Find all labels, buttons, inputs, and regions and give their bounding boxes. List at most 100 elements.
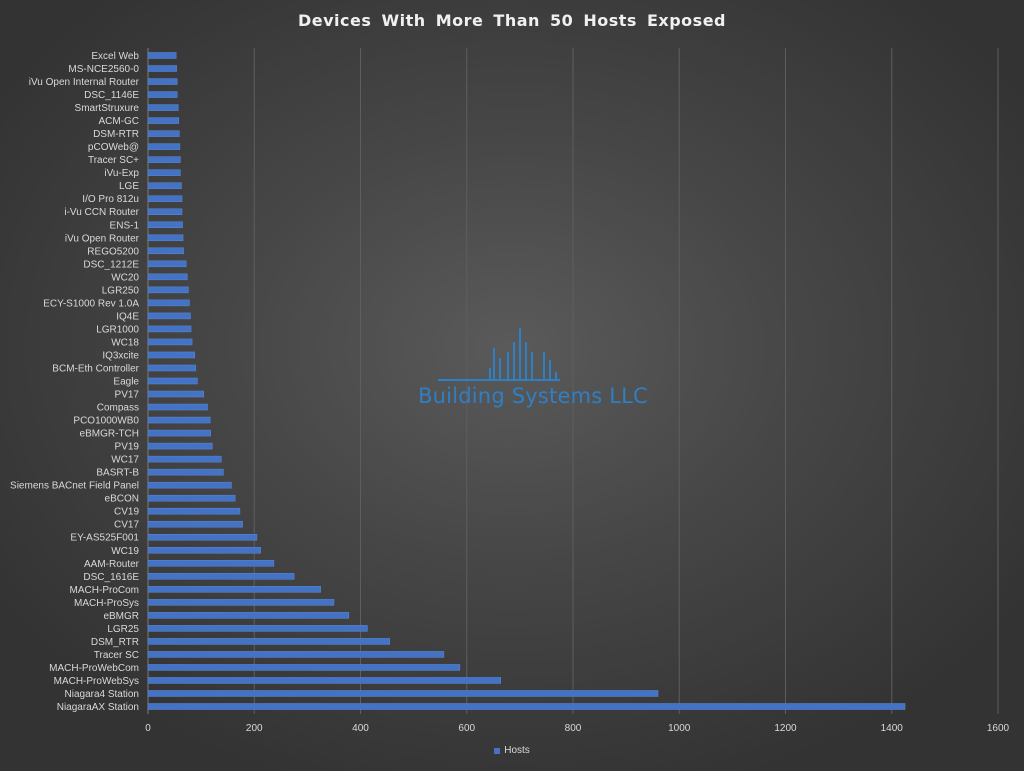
category-label: WC19 (111, 546, 139, 557)
category-label: BCM-Eth Controller (52, 363, 139, 374)
watermark-logo: Building Systems LLC (408, 322, 658, 412)
bar (147, 325, 192, 333)
bar (147, 612, 350, 619)
bar (147, 494, 236, 502)
category-label: LGE (119, 181, 139, 192)
bar (147, 234, 184, 242)
bar (147, 130, 180, 137)
x-tick-label: 200 (246, 723, 263, 734)
bar (147, 286, 189, 294)
bar (147, 599, 335, 606)
bar (147, 573, 295, 580)
bar (147, 442, 213, 450)
bar (147, 221, 183, 229)
category-label: Tracer SC (94, 650, 139, 661)
category-label: IQ3xcite (102, 350, 139, 361)
legend-swatch (494, 747, 501, 754)
category-label: Eagle (113, 377, 139, 388)
category-label: ACM-GC (98, 116, 139, 127)
category-label: NiagaraAX Station (57, 702, 139, 713)
bar (147, 117, 180, 124)
bar (147, 377, 198, 385)
category-label: PCO1000WB0 (73, 416, 139, 427)
category-label: eBMGR (103, 611, 139, 622)
bar (147, 52, 177, 59)
category-label: SmartStruxure (75, 103, 140, 114)
category-label: LGR25 (107, 624, 139, 635)
category-label: EY-AS525F001 (70, 533, 139, 544)
category-label: iVu-Exp (104, 168, 139, 179)
category-label: DSC_1616E (83, 572, 139, 583)
x-tick-label: 0 (145, 723, 151, 734)
category-label: PV19 (115, 442, 140, 453)
category-label: eBCON (105, 494, 139, 505)
category-label: PV17 (115, 390, 140, 401)
bar (147, 507, 241, 515)
building-skyline-icon (438, 328, 560, 381)
category-label: Compass (97, 403, 139, 414)
category-label: DSM_RTR (91, 637, 139, 648)
bar (147, 104, 179, 111)
category-label: LGR250 (102, 285, 140, 296)
bar (147, 273, 188, 281)
category-label: DSC_1146E (84, 90, 139, 101)
category-label: REGO5200 (87, 246, 139, 257)
category-label: LGR1000 (96, 324, 139, 335)
bar (147, 468, 224, 476)
bar (147, 208, 183, 215)
category-label: AAM-Router (84, 559, 140, 570)
bar (147, 156, 181, 163)
bar (147, 338, 193, 346)
category-label: WC17 (111, 455, 139, 466)
bar (147, 703, 906, 710)
bar (147, 664, 461, 671)
bar (147, 260, 187, 268)
bar (147, 364, 197, 372)
bar (147, 429, 211, 437)
bar (147, 547, 261, 554)
x-tick-label: 1200 (774, 723, 797, 734)
category-label: MACH-ProWebSys (54, 676, 139, 687)
category-label: ENS-1 (110, 220, 140, 231)
bar (147, 533, 258, 541)
bar (147, 677, 501, 684)
x-tick-label: 800 (565, 723, 582, 734)
bar (147, 195, 183, 202)
category-label: iVu Open Internal Router (29, 77, 140, 88)
watermark-text: Building Systems LLC (418, 384, 648, 408)
bar (147, 182, 182, 189)
category-label: IQ4E (116, 311, 139, 322)
category-label: MACH-ProSys (74, 598, 139, 609)
x-tick-label: 1600 (987, 723, 1010, 734)
bar (147, 481, 232, 489)
category-label: I/O Pro 812u (82, 194, 139, 205)
bar (147, 520, 243, 528)
bar (147, 455, 222, 463)
category-label: MACH-ProWebCom (49, 663, 139, 674)
bar (147, 78, 178, 85)
bar (147, 586, 321, 593)
category-label: WC20 (111, 272, 139, 283)
x-tick-label: 1400 (881, 723, 904, 734)
category-label: CV17 (114, 520, 139, 531)
category-label: Tracer SC+ (88, 155, 139, 166)
category-label: iVu Open Router (65, 233, 140, 244)
bar (147, 91, 178, 98)
bar (147, 143, 181, 150)
x-tick-label: 600 (458, 723, 475, 734)
x-tick-label: 1000 (668, 723, 691, 734)
bar (147, 560, 275, 567)
chart-title: Devices With More Than 50 Hosts Exposed (297, 11, 726, 30)
x-tick-label: 400 (352, 723, 369, 734)
category-label: BASRT-B (96, 468, 139, 479)
bar (147, 312, 191, 320)
bar (147, 638, 390, 645)
bar (147, 390, 205, 398)
bar (147, 416, 211, 424)
category-label: Niagara4 Station (65, 689, 140, 700)
bar (147, 299, 190, 307)
category-label: DSM-RTR (93, 129, 139, 140)
bar (147, 247, 184, 255)
bar (147, 403, 208, 411)
bar (147, 169, 181, 176)
